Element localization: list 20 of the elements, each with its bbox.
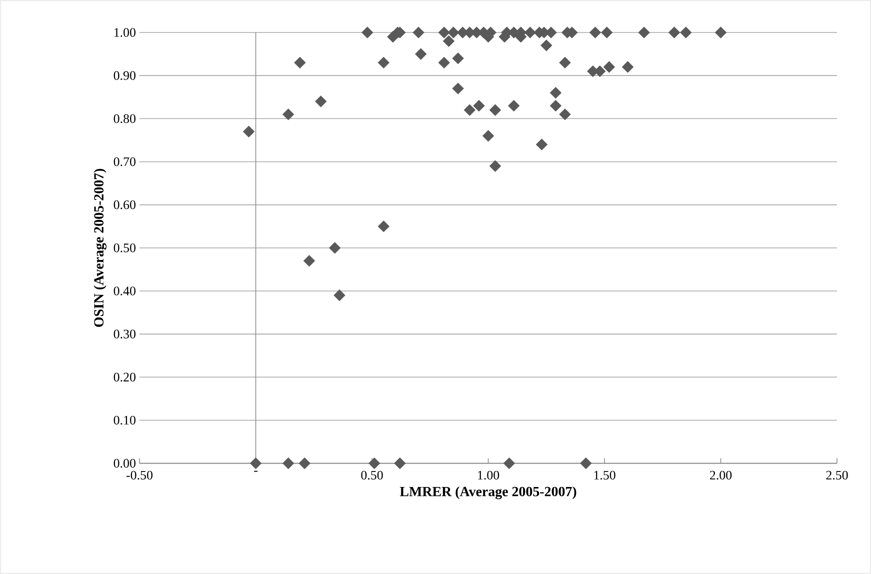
y-tick-label: 0.80 <box>114 114 136 124</box>
y-tick-label: 0.10 <box>114 416 136 425</box>
y-tick-label: 0.00 <box>114 458 136 468</box>
x-tick-label: 2.50 <box>826 470 848 480</box>
y-tick-label: 0.20 <box>114 372 136 382</box>
x-tick-label: -0.50 <box>126 470 152 480</box>
y-tick-label: 0.60 <box>114 200 136 210</box>
x-tick-label: 1.50 <box>594 470 616 480</box>
y-tick-label: 0.30 <box>114 330 136 338</box>
y-tick-label: 0.90 <box>114 71 136 80</box>
y-tick-label: 0.40 <box>114 286 136 296</box>
y-axis-title: OSIN (Average 2005-2007) <box>94 168 106 327</box>
y-tick-label: 0.50 <box>114 244 136 252</box>
x-tick-label: - <box>254 470 258 472</box>
y-tick-label: 0.70 <box>114 157 136 166</box>
y-tick-label: 1.00 <box>114 28 136 37</box>
x-axis-title: LMRER (Average 2005-2007) <box>400 486 576 500</box>
x-tick-label: 2.00 <box>710 470 732 480</box>
x-tick-label: 1.00 <box>478 470 500 480</box>
x-tick-label: 0.50 <box>361 470 383 480</box>
